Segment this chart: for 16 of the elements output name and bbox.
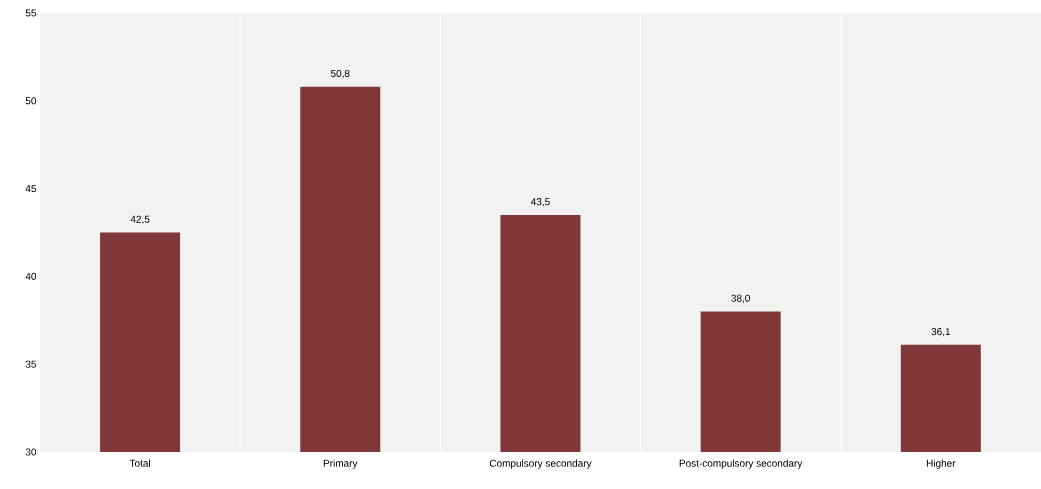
y-tick-label: 30 [25,448,37,456]
x-tick-label: Compulsory secondary [489,459,592,469]
data-label: 42,5 [130,215,150,224]
data-label: 50,8 [330,69,350,79]
data-label: 43,5 [530,198,550,207]
data-label: 36,1 [931,328,951,337]
x-tick-label: Higher [926,459,956,469]
y-tick-label: 50 [25,97,37,105]
y-tick-label: 45 [25,185,37,193]
y-tick-label: 40 [25,272,37,280]
x-tick-label: Primary [323,459,358,469]
y-tick-label: 35 [25,360,37,368]
y-tick-label: 55 [25,9,37,17]
x-tick-label: Total [129,459,150,467]
data-label: 38,0 [731,294,750,303]
x-tick-label: Post-compulsory secondary [679,459,803,469]
